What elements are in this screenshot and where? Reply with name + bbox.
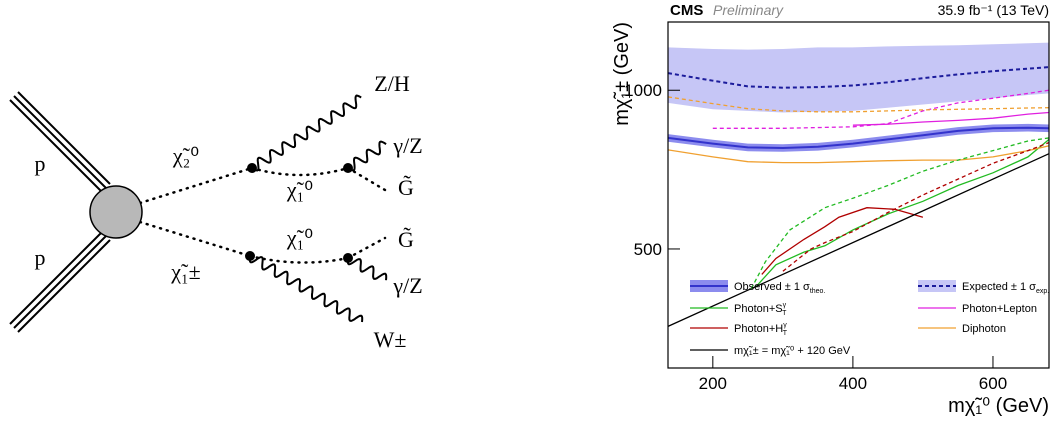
legend-sub: theo. xyxy=(810,288,826,295)
limit-curve xyxy=(668,153,1049,327)
sparticle-line xyxy=(138,220,252,258)
vertex xyxy=(343,253,353,263)
limit-curve xyxy=(852,111,1049,126)
x-tick-label: 200 xyxy=(699,374,727,393)
sparticle-line xyxy=(138,166,254,205)
y-tick-label: 1000 xyxy=(624,81,662,100)
legend-sub: T xyxy=(782,310,787,317)
proton-line xyxy=(13,235,107,329)
legend-sup: γ xyxy=(783,322,787,329)
legend-sub: T xyxy=(783,330,788,337)
gravitino-line xyxy=(346,236,387,260)
proton-line xyxy=(17,239,111,333)
boson-lines xyxy=(248,94,388,323)
particle-label: p xyxy=(35,151,46,176)
legend-name: mχ̃₁± = mχ̃₁⁰ + 120 GeV xyxy=(734,345,851,357)
limit-curve xyxy=(761,207,924,275)
error-band xyxy=(668,42,1049,113)
particle-label: Z/H xyxy=(374,71,410,96)
legend-entry: Observed ± 1 σtheo. xyxy=(690,280,825,295)
limit-curve xyxy=(668,66,1049,89)
x-tick-label: 400 xyxy=(839,374,867,393)
gravitino-line xyxy=(346,166,387,192)
particle-label: W± xyxy=(374,327,407,352)
legend-sup: γ xyxy=(783,302,787,309)
particle-label: G̃ xyxy=(398,227,414,252)
chart-title: CMS xyxy=(670,2,703,19)
legend-name: Photon+Lepton xyxy=(962,303,1037,315)
particle-label: χ̃₁⁰ xyxy=(286,177,313,202)
feynman-diagram xyxy=(9,91,388,333)
limit-curve xyxy=(712,89,1049,129)
legend: Observed ± 1 σtheo. Expected ± 1 σexp. Pho… xyxy=(690,280,1049,357)
legend-name: Photon+H xyxy=(734,323,783,335)
x-tick-label: 600 xyxy=(979,374,1007,393)
chart-subtitle: Preliminary xyxy=(713,2,784,18)
vertices xyxy=(245,163,353,263)
legend-entry: mχ̃₁± = mχ̃₁⁰ + 120 GeV xyxy=(690,345,851,357)
proton-line xyxy=(17,91,111,185)
diagram-labels: p p χ̃₂⁰ χ̃₁± χ̃₁⁰ χ̃₁⁰ Z/H γ/Z G̃ G̃ γ/… xyxy=(35,71,423,352)
proton-line xyxy=(9,99,103,193)
plot-area xyxy=(668,42,1049,327)
boson-line xyxy=(347,140,387,172)
boson-line xyxy=(346,257,388,281)
boson-line xyxy=(251,94,362,172)
legend-label: Observed ± 1 σtheo. xyxy=(734,281,825,295)
legend-label: Photon+Lepton xyxy=(962,303,1037,315)
limit-curve xyxy=(668,145,1049,164)
legend-entry: Diphoton xyxy=(918,323,1006,335)
proton-lines xyxy=(9,91,111,333)
limit-curve xyxy=(668,96,1049,113)
limit-curve xyxy=(754,138,1049,289)
particle-label: χ̃₁± xyxy=(170,259,201,284)
legend-name: Expected ± 1 σ xyxy=(962,281,1036,293)
legend-entry: Photon+Hγ T xyxy=(690,322,788,337)
lumi-label: 35.9 fb⁻¹ (13 TeV) xyxy=(938,2,1049,18)
x-axis-title: mχ̃₁⁰ (GeV) xyxy=(948,395,1049,417)
legend-name: Photon+S xyxy=(734,303,783,315)
sparticle-line xyxy=(250,166,350,177)
limit-curve xyxy=(750,137,1049,289)
legend-name: Observed ± 1 σ xyxy=(734,281,810,293)
legend-swatch xyxy=(918,280,956,292)
boson-line xyxy=(248,255,364,323)
particle-label: χ̃₁⁰ xyxy=(286,225,313,250)
y-tick-label: 500 xyxy=(634,240,662,259)
axes: 200 400 600 500 1000 xyxy=(624,81,1007,393)
particle-label: χ̃₂⁰ xyxy=(172,143,199,168)
y-axis-title: mχ̃₁± (GeV) xyxy=(611,22,633,126)
vertex xyxy=(343,163,353,173)
vertex xyxy=(247,163,257,173)
legend-label: mχ̃₁± = mχ̃₁⁰ + 120 GeV xyxy=(734,345,851,357)
proton-line xyxy=(9,231,103,325)
legend-label: Photon+Hγ T xyxy=(734,322,788,337)
sparticle-line xyxy=(248,254,350,264)
interaction-blob xyxy=(89,185,143,239)
legend-name: Diphoton xyxy=(962,323,1006,335)
limit-curve xyxy=(668,126,1049,150)
legend-label: Diphoton xyxy=(962,323,1006,335)
legend-entry: Photon+Lepton xyxy=(918,303,1037,315)
plot-frame xyxy=(667,21,1050,369)
legend-entry: Expected ± 1 σexp. xyxy=(918,280,1049,295)
particle-label: G̃ xyxy=(398,175,414,200)
particle-label: γ/Z xyxy=(392,273,422,298)
vertex xyxy=(245,251,255,261)
legend-sub: exp. xyxy=(1036,288,1049,295)
particle-label: γ/Z xyxy=(392,133,422,158)
legend-entry: Photon+Sγ T xyxy=(690,302,787,317)
proton-line xyxy=(13,95,107,189)
particle-label: p xyxy=(35,245,46,270)
legend-label: Expected ± 1 σexp. xyxy=(962,281,1049,295)
legend-label: Photon+Sγ T xyxy=(734,302,787,317)
dotted-lines xyxy=(138,166,387,264)
limit-curve xyxy=(782,141,1049,272)
